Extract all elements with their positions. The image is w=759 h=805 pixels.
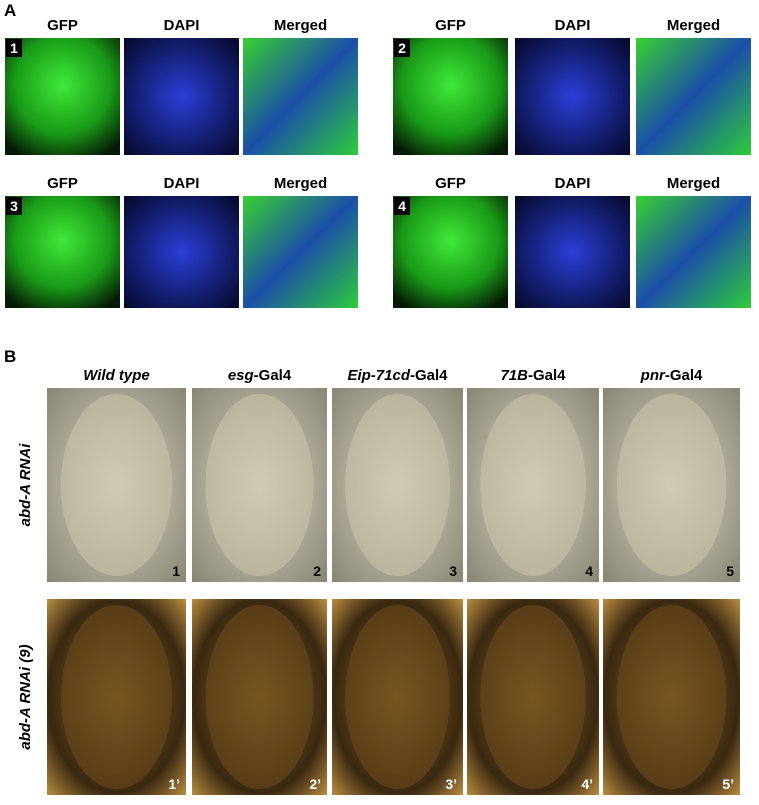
header-italic: pnr xyxy=(640,367,666,384)
panel-label: A xyxy=(4,1,16,20)
micrograph xyxy=(243,196,358,308)
micrograph xyxy=(5,38,120,155)
panel-number: 3 xyxy=(10,198,18,214)
panel-number: 2 xyxy=(398,40,406,56)
channel-label: Merged xyxy=(667,17,720,34)
micrograph xyxy=(124,38,239,155)
abdomen xyxy=(480,393,586,577)
header-plain: -Gal4 xyxy=(410,367,448,384)
column-header: esg-Gal4 xyxy=(228,367,292,384)
column-header: Eip-71cd-Gal4 xyxy=(347,367,448,384)
column-header: Wild type xyxy=(83,367,150,384)
micrograph xyxy=(636,38,751,155)
row-label: abd-A RNAi (9) xyxy=(17,644,34,749)
header-plain: -Gal4 xyxy=(665,367,703,384)
micrograph xyxy=(393,38,508,155)
number-box xyxy=(394,197,410,215)
micrograph xyxy=(5,196,120,308)
photo-number: 3 xyxy=(449,563,457,579)
abdomen xyxy=(205,393,314,577)
row-label: abd-A RNAi xyxy=(17,443,34,527)
channel-label: Merged xyxy=(274,17,327,34)
number-box xyxy=(6,197,22,215)
header-plain: -Gal4 xyxy=(254,367,292,384)
micrograph xyxy=(515,196,630,308)
header-italic: 71B xyxy=(500,367,528,384)
abdomen xyxy=(480,604,586,790)
channel-label: DAPI xyxy=(164,17,200,34)
column-header: 71B-Gal4 xyxy=(500,367,566,384)
channel-label: GFP xyxy=(435,17,466,34)
abdomen xyxy=(616,604,727,790)
channel-label: Merged xyxy=(274,175,327,192)
abdomen xyxy=(60,393,173,577)
photo-number: 4 xyxy=(585,563,593,579)
photo-number: 1 xyxy=(172,563,180,579)
micrograph xyxy=(243,38,358,155)
channel-label: DAPI xyxy=(555,175,591,192)
header-italic: Eip-71cd xyxy=(347,367,410,384)
micrograph xyxy=(393,196,508,308)
panel-number: 1 xyxy=(10,40,18,56)
photo-number: 3’ xyxy=(445,776,457,792)
number-box xyxy=(394,39,410,57)
photo-number: 1’ xyxy=(168,776,180,792)
photo-number: 5 xyxy=(726,563,734,579)
channel-label: DAPI xyxy=(164,175,200,192)
photo-number: 2 xyxy=(313,563,321,579)
photo-number: 2’ xyxy=(309,776,321,792)
column-header: pnr-Gal4 xyxy=(640,367,703,384)
abdomen xyxy=(345,604,450,790)
number-box xyxy=(6,39,22,57)
panel-label: B xyxy=(4,347,16,366)
micrograph xyxy=(636,196,751,308)
photo-number: 5’ xyxy=(722,776,734,792)
channel-label: GFP xyxy=(47,175,78,192)
photo-number: 4’ xyxy=(581,776,593,792)
panel-number: 4 xyxy=(398,198,406,214)
channel-label: GFP xyxy=(47,17,78,34)
channel-label: Merged xyxy=(667,175,720,192)
header-italic: esg xyxy=(228,367,254,384)
channel-label: GFP xyxy=(435,175,466,192)
header-plain: -Gal4 xyxy=(528,367,566,384)
abdomen xyxy=(616,393,727,577)
abdomen xyxy=(345,393,450,577)
micrograph xyxy=(515,38,630,155)
abdomen xyxy=(205,604,314,790)
channel-label: DAPI xyxy=(555,17,591,34)
micrograph xyxy=(124,196,239,308)
abdomen xyxy=(60,604,173,790)
header-italic: Wild type xyxy=(83,367,150,384)
